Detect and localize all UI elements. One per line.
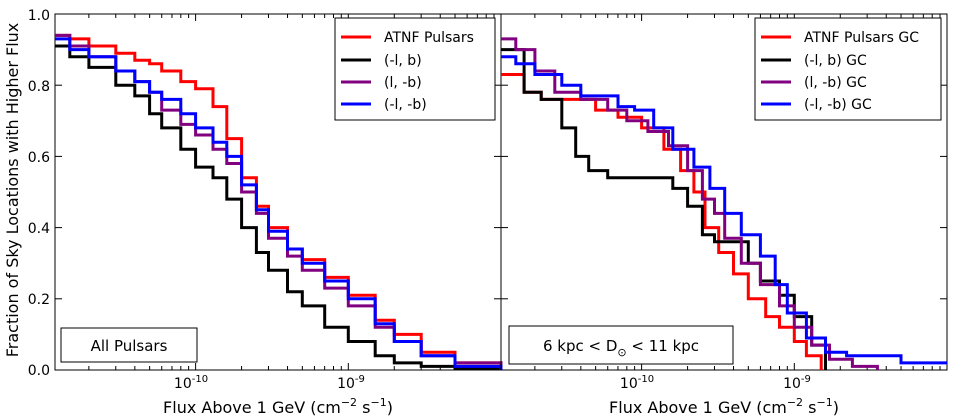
x-axis-label-left: Flux Above 1 GeV (cm−2 s−1) xyxy=(163,396,393,417)
annotation-all-pulsars: All Pulsars xyxy=(60,327,198,363)
x-axis-label-right: Flux Above 1 GeV (cm−2 s−1) xyxy=(609,396,839,417)
legend-entry: (l, -b) xyxy=(384,75,422,91)
series-line xyxy=(501,48,827,370)
annotation-distance-cut: 6 kpc < D⊙ < 11 kpc xyxy=(508,325,734,365)
legend-entry: (-l, b) xyxy=(384,53,422,69)
ytick-label: 0.2 xyxy=(28,292,50,308)
ytick-label: 0.4 xyxy=(28,221,50,237)
left-series-lines xyxy=(55,33,503,370)
svg-text:6 kpc < D⊙ < 11 kpc: 6 kpc < D⊙ < 11 kpc xyxy=(543,337,699,359)
xtick-label-1e-9-left: 10-9 xyxy=(337,374,365,392)
series-line xyxy=(501,55,947,365)
legend-entry: (-l, -b) GC xyxy=(804,97,872,113)
xtick-label-1e-10-right: 10-10 xyxy=(620,374,654,392)
right-series-lines xyxy=(501,37,947,370)
right-axis-ticks xyxy=(501,13,947,371)
y-axis-label: Fraction of Sky Locations with Higher Fl… xyxy=(3,23,22,358)
ytick-label: 0.8 xyxy=(28,79,50,95)
panel-galactic-center: 10-10 10-9 Flux Above 1 GeV (cm−2 s−1) 6… xyxy=(500,13,948,417)
ytick-label: 0.6 xyxy=(28,150,50,166)
xtick-label-1e-10-left: 10-10 xyxy=(174,374,208,392)
legend-left: ATNF Pulsars (-l, b) (l, -b) (-l, -b) xyxy=(334,17,496,121)
series-line xyxy=(55,44,503,370)
ytick-label: 1.0 xyxy=(28,8,50,24)
series-line xyxy=(501,37,879,370)
legend-entry: (-l, b) GC xyxy=(804,53,867,69)
ytick-label: 0.0 xyxy=(28,363,50,379)
series-line xyxy=(55,37,503,370)
xtick-label-1e-9-right: 10-9 xyxy=(783,374,811,392)
legend-entry: (-l, -b) xyxy=(384,97,427,113)
legend-right: ATNF Pulsars GC (-l, b) GC (l, -b) GC (-… xyxy=(754,17,942,121)
legend-entry: ATNF Pulsars GC xyxy=(804,30,919,46)
legend-entry: (l, -b) GC xyxy=(804,75,867,91)
panel-all-pulsars: 0.0 0.2 0.4 0.6 0.8 1.0 10-10 10-9 Flux … xyxy=(28,8,503,417)
plot-area-right xyxy=(500,13,948,371)
legend-entry: ATNF Pulsars xyxy=(384,30,474,46)
svg-text:All Pulsars: All Pulsars xyxy=(91,337,168,355)
